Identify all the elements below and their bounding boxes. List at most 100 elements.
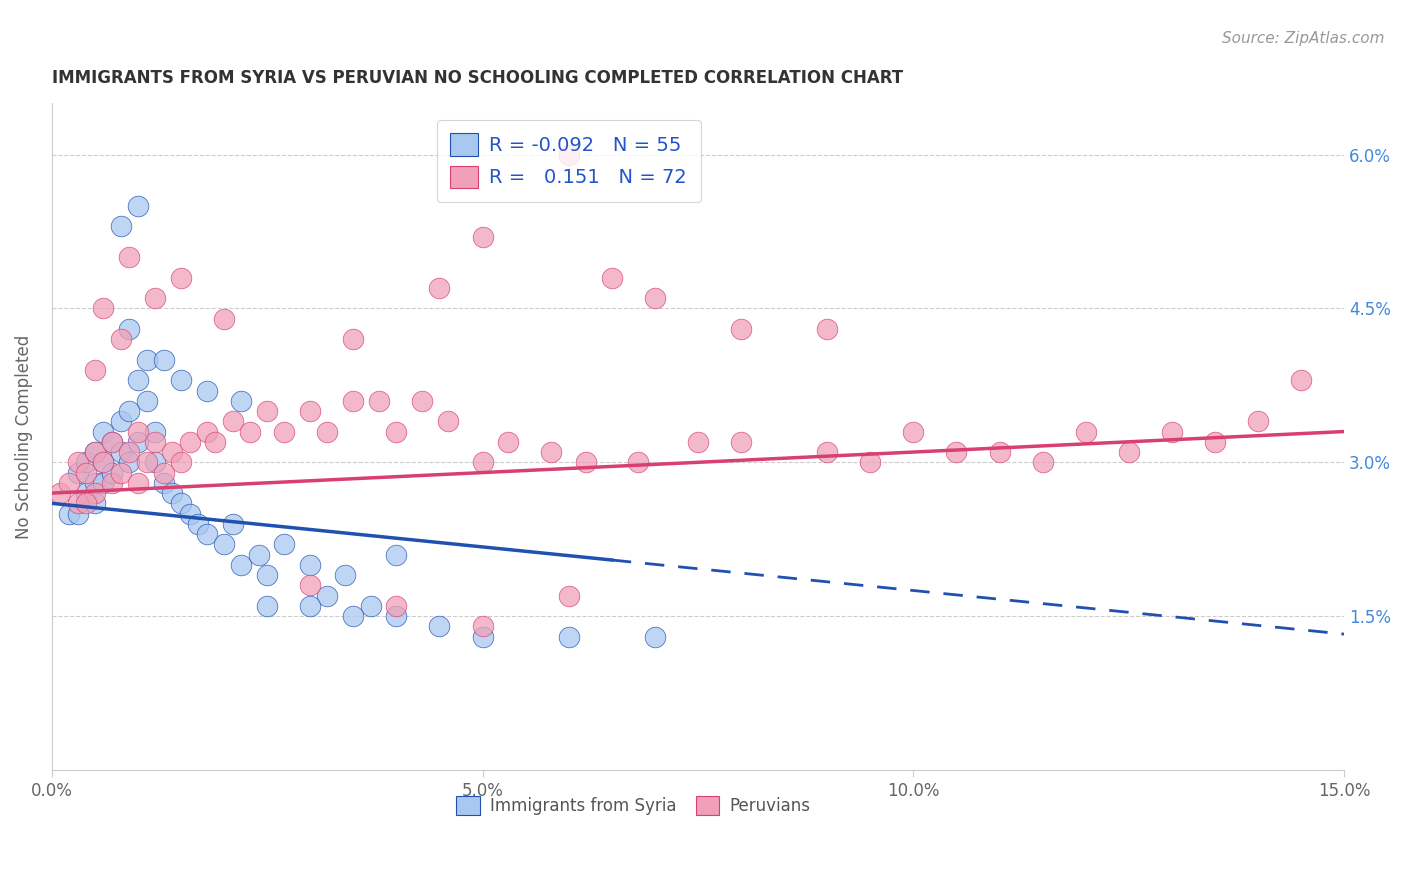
Point [110,414,132,428]
Point [179,434,201,449]
Point [1247,414,1270,428]
Point [686,434,709,449]
Point [212,311,235,326]
Point [342,393,364,408]
Point [135,352,157,367]
Point [93,455,115,469]
Point [385,548,408,562]
Point [859,455,882,469]
Y-axis label: No Schooling Completed: No Schooling Completed [15,334,32,539]
Point [429,281,451,295]
Point [118,322,141,336]
Point [110,332,132,346]
Point [333,568,356,582]
Point [231,393,253,408]
Point [75,486,97,500]
Point [437,414,460,428]
Point [299,558,322,572]
Point [945,445,967,459]
Point [101,466,124,480]
Point [83,363,105,377]
Point [66,507,89,521]
Point [385,609,408,624]
Point [93,425,115,439]
Point [135,455,157,469]
Point [118,404,141,418]
Point [1074,425,1097,439]
Point [143,425,166,439]
Point [360,599,382,613]
Point [110,219,132,234]
Point [342,609,364,624]
Point [730,322,752,336]
Point [110,466,132,480]
Point [342,332,364,346]
Point [299,599,322,613]
Point [127,199,149,213]
Point [179,507,201,521]
Point [127,434,149,449]
Point [93,301,115,316]
Point [903,425,925,439]
Point [66,455,89,469]
Point [471,619,494,633]
Point [411,393,433,408]
Point [101,434,124,449]
Point [83,475,105,490]
Point [1118,445,1140,459]
Point [557,630,579,644]
Point [540,445,562,459]
Point [212,537,235,551]
Point [575,455,598,469]
Point [143,455,166,469]
Point [195,425,218,439]
Point [75,496,97,510]
Point [170,496,193,510]
Point [170,270,193,285]
Point [256,404,278,418]
Point [93,475,115,490]
Point [498,434,520,449]
Point [557,147,579,161]
Point [152,352,174,367]
Point [1160,425,1182,439]
Point [195,384,218,398]
Point [247,548,270,562]
Point [127,475,149,490]
Point [385,599,408,613]
Point [152,475,174,490]
Point [152,466,174,480]
Point [49,486,72,500]
Point [101,434,124,449]
Point [231,558,253,572]
Text: Source: ZipAtlas.com: Source: ZipAtlas.com [1222,31,1385,46]
Point [127,373,149,387]
Point [187,516,209,531]
Point [385,425,408,439]
Point [256,568,278,582]
Point [299,404,322,418]
Point [627,455,650,469]
Point [75,466,97,480]
Point [221,414,243,428]
Point [471,229,494,244]
Point [988,445,1011,459]
Point [316,425,339,439]
Point [1289,373,1312,387]
Point [83,486,105,500]
Point [83,445,105,459]
Point [644,291,666,305]
Point [93,455,115,469]
Point [204,434,226,449]
Point [66,466,89,480]
Point [815,322,838,336]
Point [66,496,89,510]
Legend: Immigrants from Syria, Peruvians: Immigrants from Syria, Peruvians [450,789,817,822]
Point [195,527,218,541]
Point [110,445,132,459]
Point [273,537,295,551]
Point [118,250,141,264]
Point [135,393,157,408]
Point [83,445,105,459]
Point [58,475,80,490]
